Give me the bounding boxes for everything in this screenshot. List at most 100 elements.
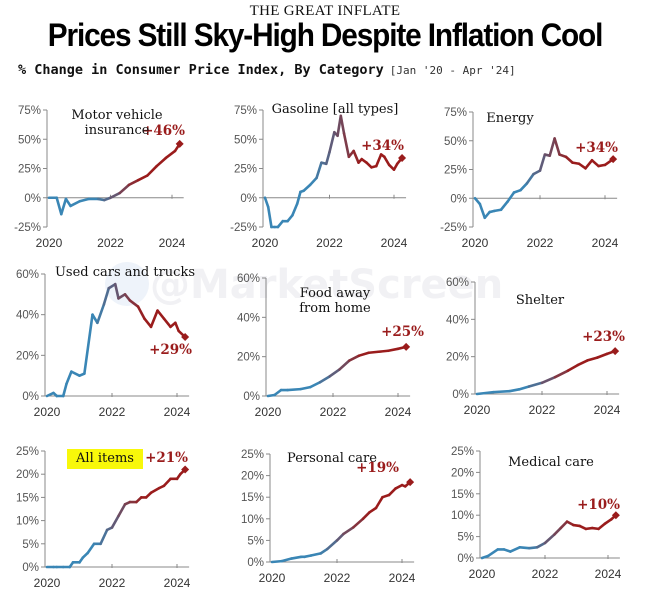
series-segment	[299, 385, 312, 391]
y-tick-label: 25%	[451, 446, 474, 458]
series-segment	[308, 380, 322, 389]
series-segment	[117, 503, 127, 518]
series-segment	[538, 153, 547, 172]
y-tick-label: 25%	[16, 446, 39, 458]
end-value-label: +25%	[381, 324, 424, 340]
y-tick-label: 15%	[451, 489, 474, 501]
y-tick-label: 20%	[451, 467, 474, 479]
series-segment	[564, 155, 574, 164]
x-tick-label: 2022	[527, 236, 554, 250]
y-tick-label: 0%	[450, 193, 467, 205]
series-segment	[357, 351, 371, 357]
series-segment	[143, 317, 153, 329]
y-tick-label: 20%	[16, 350, 39, 362]
series-segment	[374, 495, 384, 510]
y-tick-label: 0%	[24, 193, 41, 205]
x-tick-label: 2022	[320, 405, 347, 419]
series-segment	[347, 354, 361, 362]
series-segment	[553, 137, 561, 156]
end-value-label: +46%	[142, 123, 185, 139]
y-tick-label: 0%	[457, 553, 474, 565]
series-segment	[113, 282, 120, 300]
series-segment	[309, 552, 323, 557]
series-segment	[286, 387, 302, 392]
x-tick-label: 2022	[97, 236, 124, 250]
x-tick-label: 2022	[532, 567, 559, 581]
series-segment	[328, 130, 336, 154]
y-tick-label: 50%	[234, 134, 257, 146]
series-segment	[491, 389, 511, 394]
series-segment	[577, 162, 587, 170]
series-segment	[99, 528, 109, 546]
x-tick-label: 2020	[259, 571, 286, 585]
y-tick-label: 0%	[243, 391, 260, 403]
y-tick-label: 20%	[446, 352, 469, 364]
y-tick-label: 0%	[247, 557, 264, 569]
series-segment	[162, 317, 172, 329]
series-segment	[164, 149, 177, 160]
y-tick-label: 60%	[237, 273, 260, 285]
series-segment	[597, 522, 607, 531]
end-value-label: +34%	[361, 138, 404, 154]
y-tick-label: 75%	[234, 105, 257, 117]
x-tick-label: 2020	[469, 567, 496, 581]
y-tick-label: 75%	[18, 105, 41, 117]
series-segment	[318, 375, 332, 384]
x-tick-label: 2022	[99, 405, 126, 419]
y-tick-label: 60%	[446, 277, 469, 289]
series-segment	[475, 390, 495, 396]
series-segment	[290, 555, 303, 560]
x-tick-label: 2020	[252, 236, 279, 250]
panel-title: Gasoline [all types]	[272, 102, 399, 117]
series-segment	[273, 388, 283, 397]
series-segment	[566, 363, 580, 372]
chart-subtitle: % Change in Consumer Price Index, By Cat…	[18, 62, 516, 78]
series-segment	[342, 132, 351, 159]
date-range: [Jan '20 - Apr '24]	[389, 64, 516, 77]
series-segment	[324, 150, 331, 166]
panel-title: Personal care	[287, 451, 377, 466]
end-point-marker	[181, 465, 190, 474]
series-segment	[383, 155, 391, 167]
series-segment	[368, 506, 378, 514]
x-tick-label: 2020	[464, 403, 491, 417]
panel-title: Used cars and trucks	[55, 265, 195, 280]
series-segment	[590, 159, 600, 168]
x-tick-label: 2024	[592, 236, 619, 250]
series-segment	[128, 299, 140, 308]
series-segment	[149, 486, 161, 495]
y-tick-label: 5%	[457, 532, 474, 544]
series-segment	[174, 321, 180, 333]
end-point-marker	[611, 511, 620, 520]
end-point-marker	[611, 347, 620, 356]
series-segment	[102, 286, 111, 306]
series-segment	[548, 137, 556, 157]
x-tick-label: 2024	[389, 571, 416, 585]
x-tick-label: 2020	[462, 236, 489, 250]
series-segment	[65, 370, 73, 386]
series-segment	[280, 557, 293, 563]
x-tick-label: 2022	[99, 576, 126, 590]
series-segment	[352, 149, 360, 164]
y-tick-label: 20%	[241, 471, 264, 483]
series-segment	[527, 545, 539, 550]
end-point-marker	[398, 153, 407, 162]
y-tick-label: 75%	[444, 107, 467, 119]
x-tick-label: 2020	[34, 576, 61, 590]
y-tick-label: 60%	[16, 269, 39, 281]
title-highlight	[67, 449, 143, 469]
series-segment	[509, 545, 522, 553]
panel-title: Energy	[486, 111, 534, 126]
series-segment	[486, 548, 500, 558]
x-tick-label: 2024	[594, 403, 621, 417]
y-tick-label: 25%	[18, 164, 41, 176]
x-tick-label: 2020	[34, 405, 61, 419]
y-tick-label: -25%	[14, 222, 41, 234]
y-tick-label: 25%	[234, 164, 257, 176]
y-tick-label: 10%	[16, 516, 39, 528]
series-segment	[302, 183, 312, 193]
y-tick-label: 40%	[237, 312, 260, 324]
series-segment	[508, 388, 521, 393]
series-segment	[586, 356, 599, 362]
